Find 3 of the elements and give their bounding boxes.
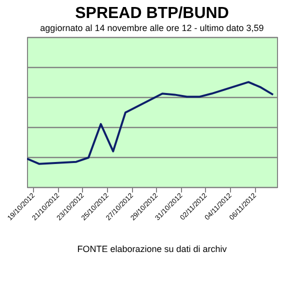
chart-subtitle: aggiornato al 14 novembre alle ore 12 - ultimo dato 3,59	[40, 23, 264, 33]
source-note: FONTE elaborazione su dati di archiv	[77, 244, 228, 254]
chart-title: SPREAD BTP/BUND	[75, 5, 229, 22]
